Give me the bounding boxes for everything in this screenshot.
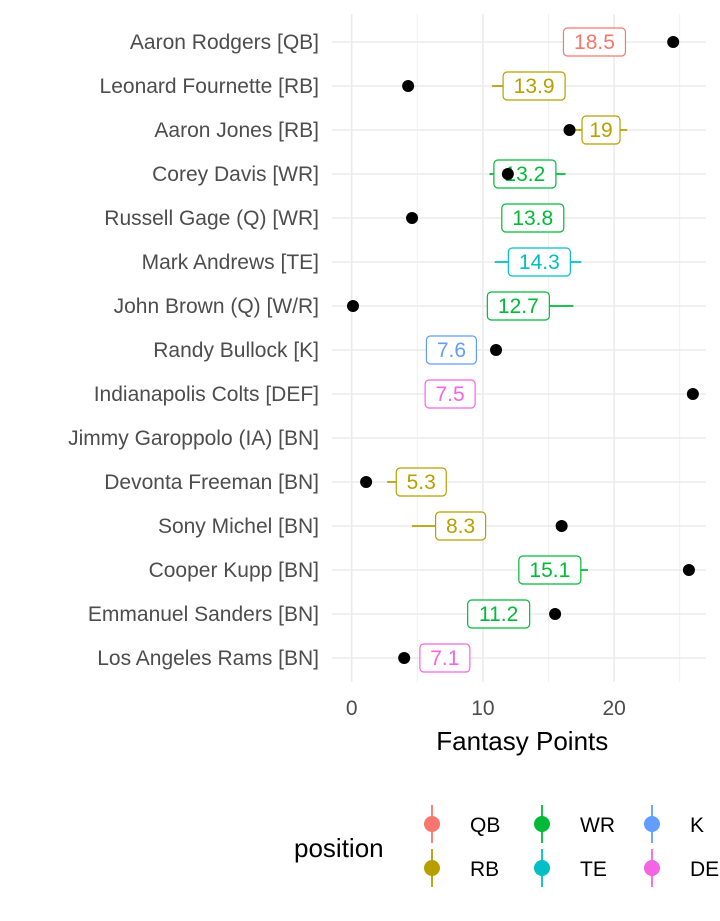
actual-points-dot <box>402 80 415 92</box>
player-label: Cooper Kupp [BN] <box>149 559 319 582</box>
legend-item: WR <box>534 805 615 843</box>
player-label: Indianapolis Colts [DEF] <box>94 383 319 406</box>
legend-key-dot <box>534 860 550 876</box>
legend: position QB WR K RB TE DEF <box>294 805 720 887</box>
projection-label-box <box>507 247 571 277</box>
legend-label: RB <box>470 858 499 881</box>
x-axis-ticks: 0 10 20 <box>346 697 626 720</box>
x-tick-label: 20 <box>602 697 625 720</box>
player-label: Aaron Rodgers [QB] <box>130 31 319 54</box>
player-label: Sony Michel [BN] <box>158 515 319 538</box>
actual-points-dot <box>406 212 419 224</box>
projection-label-box <box>581 115 621 145</box>
legend-item: K <box>644 805 704 843</box>
actual-points-dot <box>667 36 680 48</box>
player-label: Russell Gage (Q) [WR] <box>104 207 319 230</box>
projection-label-box <box>502 71 566 101</box>
projection-label-box <box>435 511 487 541</box>
player-label: Mark Andrews [TE] <box>142 251 319 274</box>
legend-key-dot <box>424 816 440 832</box>
projection-label: 13.2 <box>504 163 545 186</box>
legend-key-dot <box>534 816 550 832</box>
x-axis-title: Fantasy Points <box>436 726 608 756</box>
projection-label: 14.3 <box>519 251 560 274</box>
legend-key-dot <box>644 816 660 832</box>
projection-label: 13.8 <box>512 207 553 230</box>
player-label: Aaron Jones [RB] <box>154 119 319 142</box>
projection-label: 7.1 <box>430 647 459 670</box>
legend-label: QB <box>470 814 500 837</box>
projection-label-box <box>493 159 557 189</box>
projection-label: 12.7 <box>498 295 539 318</box>
player-label: Devonta Freeman [BN] <box>104 471 319 494</box>
legend-label: WR <box>580 814 615 837</box>
actual-points-dot <box>549 608 562 620</box>
actual-points-dot <box>490 344 503 356</box>
actual-points-dot <box>682 564 695 576</box>
player-label: Randy Bullock [K] <box>153 339 319 362</box>
projection-label-box <box>424 379 476 409</box>
legend-item: DEF <box>644 849 720 887</box>
actual-points-dot <box>563 124 576 136</box>
projection-label-box <box>395 467 447 497</box>
actual-points-dot <box>501 168 514 180</box>
projection-label-box <box>562 27 627 57</box>
player-label: Emmanuel Sanders [BN] <box>88 603 319 626</box>
x-tick-label: 0 <box>346 697 358 720</box>
player-label: John Brown (Q) [W/R] <box>114 295 319 318</box>
player-label: Jimmy Garoppolo (IA) [BN] <box>68 427 319 450</box>
legend-title: position <box>294 833 384 863</box>
projection-label-box <box>425 335 478 365</box>
legend-key-dot <box>424 860 440 876</box>
projection-label-box <box>467 599 531 629</box>
projection-label: 19 <box>589 119 612 142</box>
projection-label: 11.2 <box>479 603 518 626</box>
legend-item: TE <box>534 849 607 887</box>
projection-label: 8.3 <box>446 515 475 538</box>
projection-label-box <box>419 643 471 673</box>
projection-label: 18.5 <box>574 31 615 54</box>
projection-label: 5.3 <box>407 471 436 494</box>
legend-key-dot <box>644 860 660 876</box>
player-label: Los Angeles Rams [BN] <box>97 647 319 670</box>
projection-label: 7.6 <box>437 339 466 362</box>
actual-points-dot <box>686 388 699 400</box>
legend-item: RB <box>424 849 499 887</box>
legend-label: K <box>690 814 704 837</box>
legend-item: QB <box>424 805 500 843</box>
projection-label: 15.1 <box>529 559 570 582</box>
legend-label: DEF <box>690 858 720 881</box>
projection-label-box <box>501 203 565 233</box>
actual-points-dot <box>555 520 568 532</box>
plot-marks: 18.5 13.9 19 13.2 13.8 14.3 12.7 7.6 7.5 5.3 8.3 15… <box>346 27 699 673</box>
projection-label: 7.5 <box>436 383 465 406</box>
projection-label: 13.9 <box>514 75 555 98</box>
legend-label: TE <box>580 858 607 881</box>
actual-points-dot <box>398 652 411 664</box>
projection-label-box <box>486 291 550 321</box>
actual-points-dot <box>346 300 359 312</box>
player-label: Leonard Fournette [RB] <box>100 75 319 98</box>
actual-points-dot <box>360 476 373 488</box>
player-label: Corey Davis [WR] <box>152 163 319 186</box>
x-tick-label: 10 <box>471 697 494 720</box>
y-axis-labels: Aaron Rodgers [QB] Leonard Fournette [RB]… <box>68 31 319 670</box>
projection-label-box <box>518 555 582 585</box>
